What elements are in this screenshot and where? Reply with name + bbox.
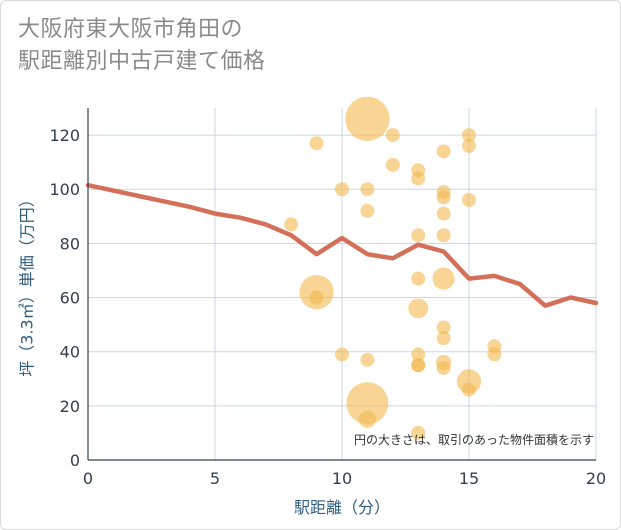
chart-title: 大阪府東大阪市角田の 駅距離別中古戸建て価格	[18, 14, 578, 78]
size-annotation: 円の大きさは、取引のあった物件面積を示す	[354, 432, 594, 447]
data-bubble	[411, 228, 426, 243]
x-tick-label: 0	[83, 469, 93, 488]
data-bubble	[436, 331, 451, 346]
y-tick-label: 20	[60, 397, 80, 416]
chart-title-line-1: 大阪府東大阪市角田の	[18, 17, 244, 42]
data-bubble	[436, 320, 451, 335]
data-bubble	[385, 157, 400, 172]
data-bubble	[436, 144, 451, 159]
data-bubble	[335, 182, 349, 197]
data-bubble	[411, 425, 426, 440]
data-bubble	[358, 410, 376, 428]
data-bubble	[309, 136, 324, 151]
y-tick-label: 120	[49, 126, 80, 145]
data-bubble	[345, 96, 390, 141]
data-bubble	[335, 347, 349, 362]
data-bubble	[432, 267, 455, 290]
data-bubble	[462, 138, 476, 153]
trend-line-layer	[85, 182, 599, 308]
average-price-line	[85, 182, 599, 308]
y-tick-label: 100	[49, 180, 80, 199]
data-bubble	[408, 298, 429, 319]
data-bubble	[411, 347, 426, 362]
data-bubble	[346, 382, 389, 425]
data-bubble	[360, 352, 375, 367]
data-bubble	[462, 193, 476, 208]
data-bubble	[360, 203, 375, 218]
data-bubble	[360, 182, 375, 197]
y-tick-label: 60	[60, 289, 80, 308]
x-tick-label: 5	[210, 469, 220, 488]
x-tick-label: 20	[586, 469, 606, 488]
x-tick-label: 15	[459, 469, 479, 488]
data-bubble	[436, 228, 451, 243]
data-bubble	[462, 382, 476, 397]
data-bubble	[309, 290, 324, 305]
y-tick-label: 80	[60, 234, 80, 253]
data-bubble	[436, 360, 451, 375]
y-axis-label: 坪（3.3㎡）単価（万円）	[18, 191, 37, 376]
axes: 0 20 40 60 80 100 120 0 5 10 15 20	[49, 108, 606, 488]
bubble-layer	[284, 96, 502, 440]
data-bubble	[284, 217, 299, 232]
data-bubble	[436, 206, 451, 221]
data-bubble	[385, 128, 400, 143]
x-axis-label: 駅距離（分）	[294, 498, 390, 517]
data-bubble	[411, 271, 426, 286]
y-tick-label: 40	[60, 343, 80, 362]
data-bubble	[436, 190, 451, 205]
data-bubble	[411, 358, 426, 373]
x-tick-label: 10	[332, 469, 352, 488]
data-bubble	[487, 347, 502, 362]
data-bubble	[462, 128, 476, 143]
chart-title-line-2: 駅距離別中古戸建て価格	[18, 49, 266, 74]
y-tick-label: 0	[70, 451, 80, 470]
data-bubble	[411, 171, 426, 186]
